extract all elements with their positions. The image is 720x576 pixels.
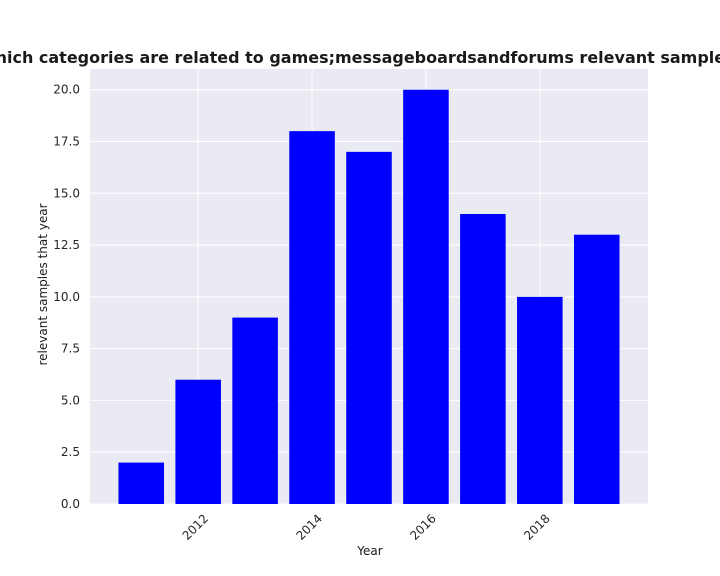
bar (232, 317, 278, 504)
y-axis-label: relevant samples that year (36, 203, 50, 365)
x-tick-label: 2014 (293, 511, 324, 542)
x-axis-label: Year (356, 544, 382, 558)
chart-title: Percentage of samples in which categorie… (0, 48, 720, 67)
bar (460, 214, 506, 504)
y-tick-label: 10.0 (53, 290, 80, 304)
bar (517, 296, 563, 504)
x-tick-label: 2018 (521, 511, 552, 542)
y-tick-label: 7.5 (61, 342, 80, 356)
bar (346, 151, 392, 504)
bar (289, 131, 335, 504)
y-tick-label: 12.5 (53, 238, 80, 252)
x-tick-label: 2012 (180, 511, 211, 542)
y-tick-labels: 0.0 2.5 5.0 7.5 10.0 12.5 15.0 17.5 20.0 (53, 83, 80, 511)
y-tick-label: 15.0 (53, 186, 80, 200)
bars (118, 89, 620, 504)
bar (175, 379, 221, 504)
bar (403, 89, 449, 504)
bar (118, 462, 165, 504)
y-tick-label: 2.5 (61, 445, 80, 459)
y-tick-label: 0.0 (61, 497, 80, 511)
y-tick-label: 20.0 (53, 83, 80, 97)
bar (573, 234, 620, 504)
y-tick-label: 5.0 (61, 393, 80, 407)
y-tick-label: 17.5 (53, 135, 80, 149)
x-tick-label: 2016 (407, 511, 438, 542)
x-tick-labels: 2012 2014 2016 2018 (180, 511, 553, 542)
